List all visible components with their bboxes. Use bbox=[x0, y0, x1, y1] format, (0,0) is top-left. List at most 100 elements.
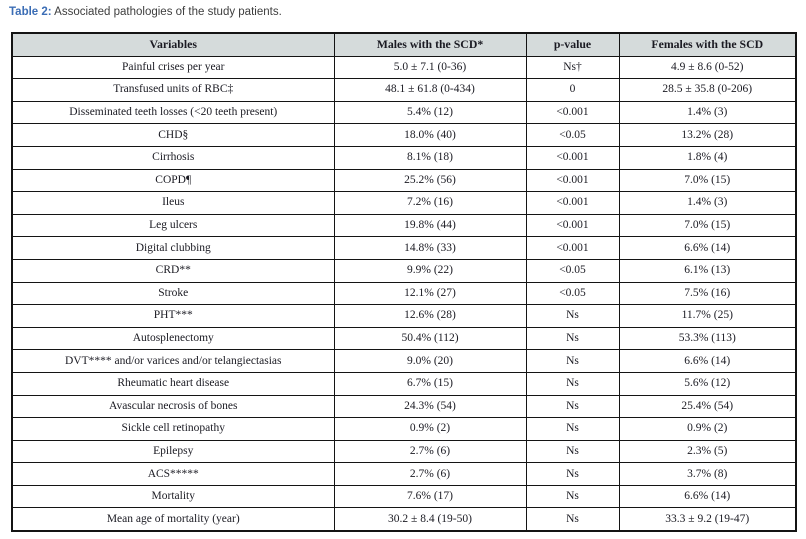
cell-variable: Painful crises per year bbox=[11, 55, 335, 80]
table-row: Rheumatic heart disease 6.7% (15) Ns 5.6% (… bbox=[11, 371, 797, 396]
cell-males-value: 12.6% (28) bbox=[333, 304, 527, 328]
cell-females-value: 6.1% (13) bbox=[618, 258, 797, 283]
cell-males-value: 19.8% (44) bbox=[333, 213, 527, 238]
table-caption-text: Associated pathologies of the study pati… bbox=[51, 6, 282, 18]
cell-variable: Sickle cell retinopathy bbox=[11, 417, 335, 441]
cell-females-value: 0.9% (2) bbox=[618, 417, 797, 441]
cell-females-value: 11.7% (25) bbox=[618, 304, 797, 328]
cell-p-value: Ns bbox=[525, 507, 620, 532]
cell-males-value: 5.4% (12) bbox=[333, 100, 527, 125]
table-row: Autosplenectomy 50.4% (112) Ns 53.3% (113) bbox=[11, 326, 797, 351]
cell-females-value: 28.5 ± 35.8 (0-206) bbox=[618, 78, 797, 102]
cell-females-value: 53.3% (113) bbox=[618, 326, 797, 351]
cell-p-value: Ns bbox=[525, 349, 620, 373]
cell-variable: DVT**** and/or varices and/or telangiect… bbox=[11, 349, 335, 373]
cell-females-value: 1.8% (4) bbox=[618, 145, 797, 170]
table-row: Painful crises per year 5.0 ± 7.1 (0-36) N… bbox=[11, 55, 797, 80]
cell-females-value: 3.7% (8) bbox=[618, 462, 797, 486]
table-row: Sickle cell retinopathy 0.9% (2) Ns 0.9% (2… bbox=[11, 417, 797, 441]
table-row: Mean age of mortality (year) 30.2 ± 8.4 (… bbox=[11, 507, 797, 532]
cell-variable: CRD** bbox=[11, 258, 335, 283]
cell-p-value: Ns bbox=[525, 394, 620, 419]
cell-p-value: Ns bbox=[525, 304, 620, 328]
cell-p-value: <0.05 bbox=[525, 281, 620, 306]
cell-females-value: 7.5% (16) bbox=[618, 281, 797, 306]
cell-males-value: 50.4% (112) bbox=[333, 326, 527, 351]
cell-variable: Leg ulcers bbox=[11, 213, 335, 238]
header-males-scd: Males with the SCD* bbox=[333, 32, 527, 57]
cell-males-value: 48.1 ± 61.8 (0-434) bbox=[333, 78, 527, 102]
table-caption-label: Table 2: bbox=[9, 6, 52, 18]
cell-males-value: 12.1% (27) bbox=[333, 281, 527, 306]
cell-p-value: <0.001 bbox=[525, 191, 620, 215]
table-header-row: Variables Males with the SCD* p-value Fe… bbox=[11, 32, 797, 57]
cell-variable: Mean age of mortality (year) bbox=[11, 507, 335, 532]
cell-p-value: <0.001 bbox=[525, 213, 620, 238]
cell-males-value: 5.0 ± 7.1 (0-36) bbox=[333, 55, 527, 80]
cell-variable: Epilepsy bbox=[11, 439, 335, 464]
table-row: Avascular necrosis of bones 24.3% (54) Ns 2… bbox=[11, 394, 797, 419]
table-row: CRD** 9.9% (22) <0.05 6.1% (13) bbox=[11, 258, 797, 283]
cell-variable: PHT*** bbox=[11, 304, 335, 328]
cell-females-value: 33.3 ± 9.2 (19-47) bbox=[618, 507, 797, 532]
cell-p-value: 0 bbox=[525, 78, 620, 102]
cell-variable: Ileus bbox=[11, 191, 335, 215]
table-caption: Table 2: Associated pathologies of the s… bbox=[9, 5, 282, 19]
cell-males-value: 6.7% (15) bbox=[333, 371, 527, 396]
cell-p-value: Ns bbox=[525, 326, 620, 351]
cell-p-value: <0.001 bbox=[525, 236, 620, 260]
cell-males-value: 2.7% (6) bbox=[333, 439, 527, 464]
cell-variable: ACS***** bbox=[11, 462, 335, 486]
cell-males-value: 9.9% (22) bbox=[333, 258, 527, 283]
cell-females-value: 13.2% (28) bbox=[618, 123, 797, 147]
cell-variable: Disseminated teeth losses (<20 teeth pre… bbox=[11, 100, 335, 125]
table-row: COPD¶ 25.2% (56) <0.001 7.0% (15) bbox=[11, 168, 797, 193]
header-females-scd: Females with the SCD bbox=[618, 32, 797, 57]
cell-p-value: Ns bbox=[525, 462, 620, 486]
cell-variable: Stroke bbox=[11, 281, 335, 306]
pathology-table: Variables Males with the SCD* p-value Fe… bbox=[11, 32, 797, 533]
cell-p-value: <0.001 bbox=[525, 145, 620, 170]
cell-p-value: Ns bbox=[525, 484, 620, 509]
cell-p-value: <0.05 bbox=[525, 258, 620, 283]
table-row: CHD§ 18.0% (40) <0.05 13.2% (28) bbox=[11, 123, 797, 147]
table-row: Cirrhosis 8.1% (18) <0.001 1.8% (4) bbox=[11, 145, 797, 170]
cell-females-value: 5.6% (12) bbox=[618, 371, 797, 396]
cell-variable: Cirrhosis bbox=[11, 145, 335, 170]
cell-males-value: 25.2% (56) bbox=[333, 168, 527, 193]
header-p-value: p-value bbox=[525, 32, 620, 57]
cell-p-value: Ns† bbox=[525, 55, 620, 80]
cell-females-value: 6.6% (14) bbox=[618, 484, 797, 509]
cell-variable: Rheumatic heart disease bbox=[11, 371, 335, 396]
cell-males-value: 0.9% (2) bbox=[333, 417, 527, 441]
cell-variable: Digital clubbing bbox=[11, 236, 335, 260]
cell-p-value: Ns bbox=[525, 371, 620, 396]
cell-males-value: 18.0% (40) bbox=[333, 123, 527, 147]
table-row: Epilepsy 2.7% (6) Ns 2.3% (5) bbox=[11, 439, 797, 464]
table-row: PHT*** 12.6% (28) Ns 11.7% (25) bbox=[11, 304, 797, 328]
table-row: Ileus 7.2% (16) <0.001 1.4% (3) bbox=[11, 191, 797, 215]
cell-females-value: 6.6% (14) bbox=[618, 236, 797, 260]
cell-males-value: 2.7% (6) bbox=[333, 462, 527, 486]
cell-p-value: <0.001 bbox=[525, 168, 620, 193]
cell-males-value: 7.6% (17) bbox=[333, 484, 527, 509]
table-body: Painful crises per year 5.0 ± 7.1 (0-36) N… bbox=[11, 55, 797, 532]
cell-variable: CHD§ bbox=[11, 123, 335, 147]
cell-males-value: 8.1% (18) bbox=[333, 145, 527, 170]
header-variables: Variables bbox=[11, 32, 335, 57]
cell-males-value: 30.2 ± 8.4 (19-50) bbox=[333, 507, 527, 532]
table-row: Mortality 7.6% (17) Ns 6.6% (14) bbox=[11, 484, 797, 509]
cell-variable: Avascular necrosis of bones bbox=[11, 394, 335, 419]
table-row: ACS***** 2.7% (6) Ns 3.7% (8) bbox=[11, 462, 797, 486]
cell-males-value: 9.0% (20) bbox=[333, 349, 527, 373]
cell-females-value: 7.0% (15) bbox=[618, 168, 797, 193]
cell-variable: Autosplenectomy bbox=[11, 326, 335, 351]
cell-females-value: 1.4% (3) bbox=[618, 100, 797, 125]
cell-males-value: 14.8% (33) bbox=[333, 236, 527, 260]
cell-p-value: Ns bbox=[525, 439, 620, 464]
cell-variable: Mortality bbox=[11, 484, 335, 509]
table-row: Transfused units of RBC‡ 48.1 ± 61.8 (0-4… bbox=[11, 78, 797, 102]
cell-variable: COPD¶ bbox=[11, 168, 335, 193]
cell-females-value: 4.9 ± 8.6 (0-52) bbox=[618, 55, 797, 80]
cell-females-value: 2.3% (5) bbox=[618, 439, 797, 464]
